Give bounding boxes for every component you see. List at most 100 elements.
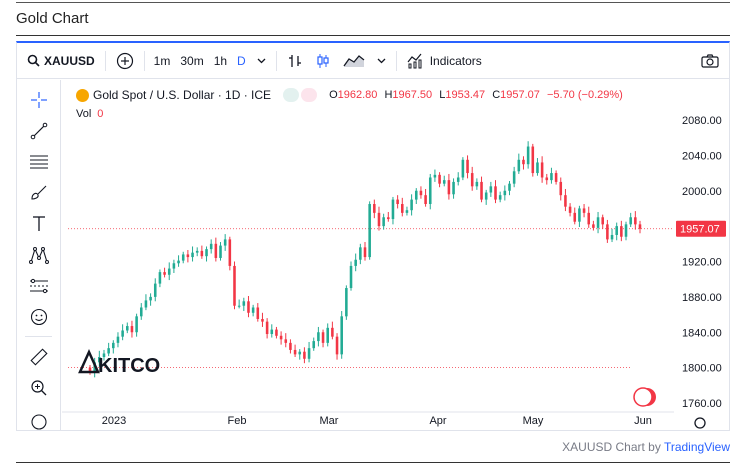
chart-style-dropdown[interactable] — [371, 43, 392, 78]
symbol-search-button[interactable]: XAUUSD — [17, 43, 101, 78]
candle-body — [149, 296, 152, 301]
area-style-button[interactable] — [337, 43, 371, 78]
candle-body — [517, 159, 521, 172]
candle-body — [359, 247, 362, 260]
trend-line-tool[interactable] — [27, 119, 51, 143]
time-tick-label: Feb — [228, 415, 247, 427]
candle-body — [592, 224, 595, 228]
candle-body — [447, 180, 451, 195]
candle-body — [452, 181, 455, 195]
candle-body — [554, 173, 558, 182]
close-label: C — [492, 89, 501, 101]
candle-body — [559, 181, 563, 196]
top-divider — [16, 2, 730, 3]
candle-body — [391, 199, 395, 220]
candle-body — [335, 336, 339, 355]
candle-body — [116, 336, 120, 343]
candle-body — [172, 263, 176, 269]
chart-pane[interactable]: 2080.00 2040.00 2000.00 1920.00 1880.00 1840.… — [62, 80, 729, 430]
candle-body — [205, 249, 208, 257]
candle-body — [317, 332, 320, 342]
tool-separator — [25, 336, 52, 337]
timeframe-1h[interactable]: 1h — [213, 53, 228, 68]
candle-body — [578, 208, 581, 222]
price-tick-label: 2040.00 — [682, 150, 722, 162]
snapshot-button[interactable] — [695, 43, 729, 78]
horizontal-lines-tool[interactable] — [27, 150, 51, 174]
time-tick-label: Jun — [634, 415, 652, 427]
vol-value: 0 — [97, 108, 104, 120]
magnet-tool[interactable] — [27, 410, 51, 430]
last-price-tag — [676, 220, 726, 237]
timeframe-30m[interactable]: 30m — [180, 53, 204, 68]
candle-style-icon — [317, 53, 329, 68]
indicators-icon — [407, 53, 422, 68]
indicators-button[interactable]: Indicators — [401, 43, 488, 78]
candle-body — [340, 316, 343, 355]
candle-body — [634, 217, 637, 225]
price-tick-label: 1840.00 — [682, 327, 722, 339]
time-tick-label: Apr — [429, 415, 446, 427]
candle-body — [88, 367, 92, 373]
candle-body — [456, 177, 460, 182]
low-label: L — [439, 89, 446, 101]
toolbar-separator — [275, 50, 277, 71]
candle-body — [442, 180, 446, 184]
candle-body — [251, 307, 255, 313]
zoom-in-icon — [31, 380, 47, 396]
measure-tool[interactable] — [27, 345, 51, 369]
flag-badge-ring — [633, 387, 653, 407]
pattern-tool[interactable] — [27, 243, 51, 267]
chart-legend: Gold Spot / U.S. Dollar · 1D · ICE O1962… — [76, 88, 623, 102]
compare-button[interactable] — [110, 43, 140, 78]
drawing-toolbar — [17, 80, 61, 430]
brush-tool[interactable] — [27, 181, 51, 205]
candle-body — [223, 239, 227, 246]
timeframe-dropdown[interactable] — [251, 43, 272, 78]
candle-body — [167, 268, 171, 275]
candle-body — [545, 177, 549, 181]
emoji-tool[interactable] — [27, 305, 51, 329]
chart-widget: XAUUSD 1m 30m 1h D Indicators — [16, 41, 730, 431]
candle-body — [126, 326, 129, 331]
candle-body — [550, 173, 553, 181]
price-tick-label: 1920.00 — [682, 257, 722, 269]
candle-body — [414, 190, 418, 200]
candle-style-button[interactable] — [309, 43, 337, 78]
tradingview-link[interactable]: TradingView — [663, 440, 730, 454]
measure-icon — [30, 348, 48, 366]
candle-body — [438, 174, 441, 184]
candle-body — [107, 348, 110, 354]
kitco-logo-text: KITCO — [98, 355, 160, 377]
bar-style-button[interactable] — [281, 43, 309, 78]
candle-body — [470, 173, 474, 187]
vol-label: Vol — [76, 108, 92, 120]
candle-body — [601, 217, 604, 225]
candle-body — [405, 210, 409, 213]
timeframe-d[interactable]: D — [237, 53, 246, 68]
candle-body — [303, 351, 306, 359]
zoom-in-tool[interactable] — [27, 376, 51, 400]
candle-body — [195, 250, 199, 253]
magnet-icon — [31, 414, 47, 430]
candle-body — [242, 301, 246, 306]
candle-body — [373, 204, 376, 213]
high-label: H — [384, 89, 393, 101]
visibility-toggle[interactable] — [283, 88, 318, 102]
price-chart[interactable]: 2080.00 2040.00 2000.00 1920.00 1880.00 1840.… — [62, 80, 730, 431]
candle-body — [615, 226, 618, 235]
candle-body — [428, 177, 432, 205]
timeframe-1m[interactable]: 1m — [153, 53, 171, 68]
change-value: −5.70 (−0.29%) — [546, 89, 623, 101]
attribution-prefix: XAUUSD Chart by — [562, 440, 664, 454]
candle-body — [219, 245, 222, 258]
candle-body — [181, 254, 185, 261]
candle-body — [433, 174, 437, 178]
crosshair-tool[interactable] — [27, 88, 51, 112]
ruler-lines-tool[interactable] — [27, 274, 51, 298]
candle-body — [377, 212, 381, 227]
candle-body — [237, 305, 241, 307]
candle-body — [298, 351, 302, 355]
text-tool[interactable] — [27, 212, 51, 236]
trend-line-icon — [30, 122, 48, 140]
